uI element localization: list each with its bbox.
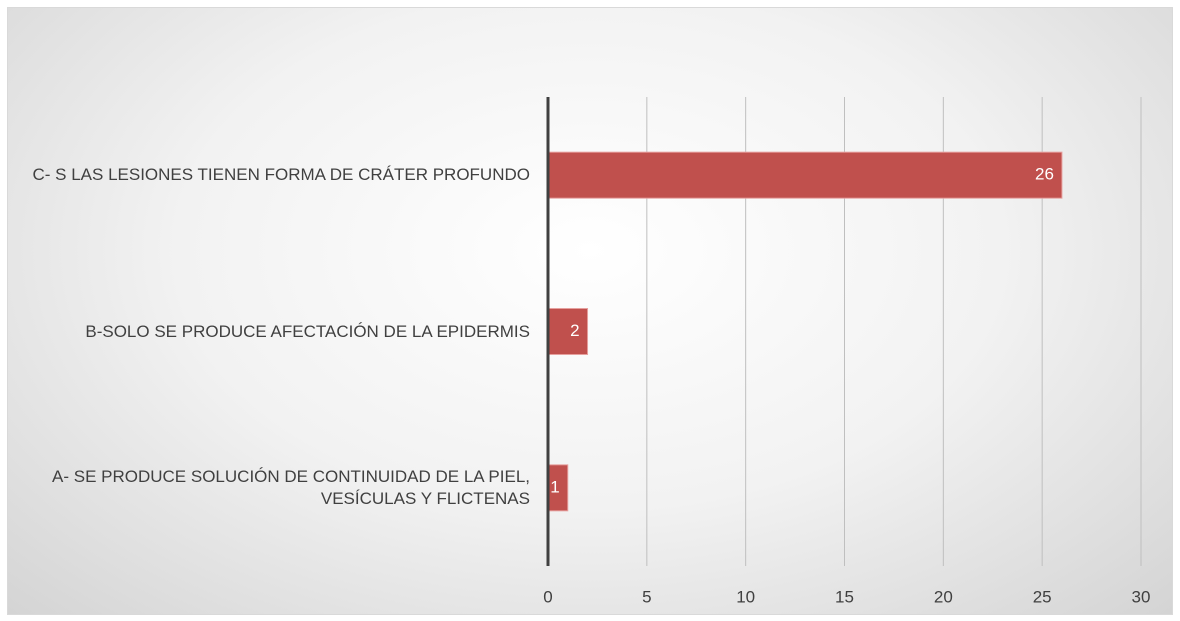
y-tick-label: C- S LAS LESIONES TIENEN FORMA DE CRÁTER…: [32, 165, 531, 185]
bar: [547, 308, 589, 355]
y-tick-label: A- SE PRODUCE SOLUCIÓN DE CONTINUIDAD DE…: [52, 466, 530, 508]
data-label: 1: [550, 477, 559, 496]
y-tick-label: B-SOLO SE PRODUCE AFECTACIÓN DE LA EPIDE…: [85, 321, 530, 341]
x-tick-label: 25: [1033, 587, 1052, 606]
x-tick-label: 10: [736, 587, 755, 606]
x-tick-label: 5: [642, 587, 651, 606]
x-tick-label: 20: [934, 587, 953, 606]
data-label: 26: [1035, 165, 1054, 184]
x-tick-label: 0: [543, 587, 552, 606]
x-tick-label: 15: [835, 587, 854, 606]
data-label: 2: [570, 321, 579, 340]
x-tick-label: 30: [1132, 587, 1151, 606]
chart-area: [7, 7, 1173, 615]
bar: [547, 151, 1063, 199]
